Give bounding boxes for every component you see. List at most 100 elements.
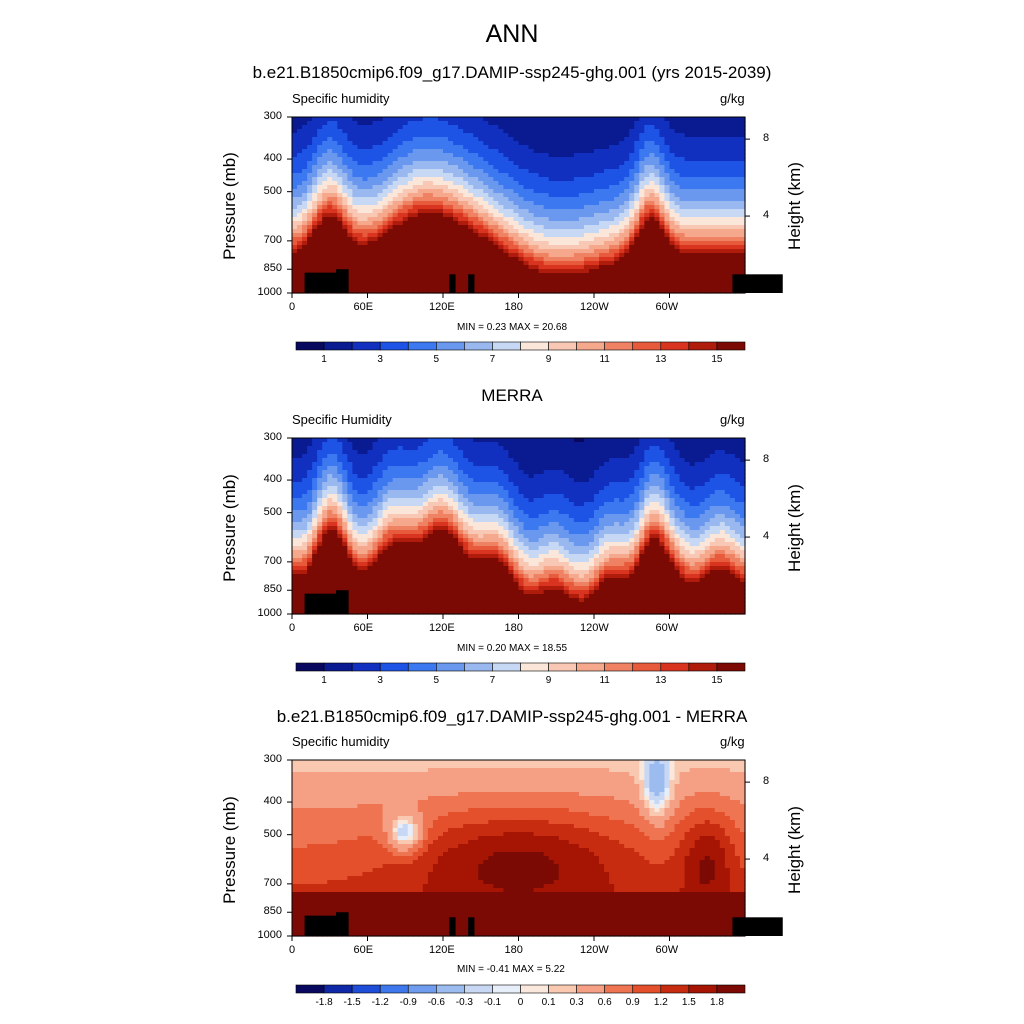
field-cell: [518, 125, 525, 130]
field-cell: [302, 582, 308, 587]
field-cell: [689, 205, 696, 210]
panel-1-colorbar: [295, 341, 746, 351]
field-cell: [322, 261, 328, 266]
field-cell: [478, 161, 484, 166]
field-cell: [392, 201, 399, 206]
field-cell: [573, 149, 580, 154]
field-cell: [422, 161, 429, 166]
field-cell: [327, 438, 333, 443]
field-cell: [639, 225, 645, 230]
field-cell: [458, 189, 464, 194]
field-cell: [297, 486, 303, 491]
field-cell: [619, 205, 625, 210]
field-cell: [317, 502, 323, 507]
field-cell: [543, 205, 550, 210]
field-cell: [407, 145, 414, 150]
field-cell: [674, 285, 681, 290]
field-cell: [709, 285, 716, 290]
field-cell: [327, 225, 333, 230]
field-cell: [352, 209, 359, 214]
field-cell: [503, 133, 510, 138]
field-cell: [352, 233, 359, 238]
field-cell: [724, 273, 731, 278]
field-cell: [523, 173, 530, 178]
field-cell: [553, 153, 560, 158]
field-cell: [473, 249, 479, 254]
field-cell: [402, 193, 409, 198]
field-cell: [422, 261, 429, 266]
field-cell: [453, 177, 459, 182]
field-cell: [573, 281, 580, 286]
field-cell: [372, 470, 379, 475]
field-cell: [704, 225, 711, 230]
field-cell: [372, 586, 379, 591]
field-cell: [568, 173, 575, 178]
field-cell: [629, 153, 635, 158]
field-cell: [644, 157, 650, 162]
field-cell: [387, 213, 394, 218]
field-cell: [437, 209, 444, 214]
field-cell: [377, 442, 384, 447]
field-cell: [292, 526, 298, 531]
field-cell: [397, 438, 404, 443]
field-cell: [397, 141, 404, 146]
field-cell: [332, 133, 338, 138]
field-cell: [714, 205, 721, 210]
field-cell: [508, 225, 515, 230]
field-cell: [528, 161, 535, 166]
field-cell: [533, 153, 540, 158]
field-cell: [729, 245, 736, 250]
field-cell: [352, 554, 359, 559]
field-cell: [609, 161, 615, 166]
field-cell: [533, 141, 540, 146]
field-cell: [739, 161, 746, 166]
field-cell: [372, 538, 379, 543]
field-cell: [437, 181, 444, 186]
field-cell: [367, 518, 374, 523]
field-cell: [322, 526, 328, 531]
field-cell: [528, 133, 535, 138]
field-cell: [372, 117, 379, 122]
field-cell: [679, 225, 686, 230]
field-cell: [684, 241, 691, 246]
field-cell: [412, 165, 419, 170]
field-cell: [614, 121, 620, 126]
field-cell: [604, 277, 610, 282]
field-cell: [317, 149, 323, 154]
field-cell: [302, 117, 308, 122]
field-cell: [322, 157, 328, 162]
field-cell: [493, 161, 499, 166]
field-cell: [347, 486, 353, 491]
field-cell: [503, 165, 510, 170]
field-cell: [377, 117, 384, 122]
field-cell: [694, 165, 701, 170]
field-cell: [709, 169, 716, 174]
field-cell: [669, 277, 676, 282]
field-cell: [513, 189, 520, 194]
field-cell: [387, 486, 394, 491]
field-cell: [302, 177, 308, 182]
field-cell: [297, 570, 303, 575]
field-cell: [614, 273, 620, 278]
field-cell: [382, 470, 389, 475]
field-cell: [634, 233, 640, 238]
field-cell: [357, 169, 364, 174]
field-cell: [709, 249, 716, 254]
field-cell: [362, 546, 369, 551]
field-cell: [297, 265, 303, 270]
field-cell: [724, 265, 731, 270]
field-cell: [327, 582, 333, 587]
field-cell: [704, 277, 711, 282]
field-cell: [317, 121, 323, 126]
field-cell: [357, 558, 364, 563]
field-cell: [422, 213, 429, 218]
field-cell: [352, 281, 359, 286]
field-cell: [609, 273, 615, 278]
field-cell: [362, 542, 369, 547]
field-cell: [518, 153, 525, 158]
field-cell: [523, 245, 530, 250]
field-cell: [729, 137, 736, 142]
field-cell: [588, 281, 595, 286]
field-cell: [563, 213, 570, 218]
field-cell: [498, 289, 504, 294]
